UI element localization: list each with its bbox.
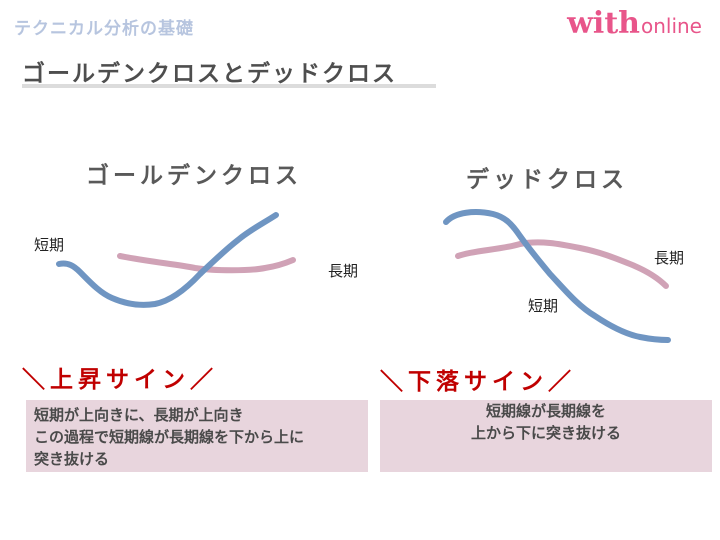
brand-word: with (567, 6, 640, 41)
section-label: テクニカル分析の基礎 (14, 19, 194, 39)
description-line: この過程で短期線が長期線を下から上に (34, 428, 305, 446)
description-line: 突き抜ける (34, 450, 110, 468)
brand-logo: withonline (567, 6, 702, 41)
golden-cross-long-label: 長期 (328, 262, 359, 280)
golden-cross-short-label: 短期 (34, 236, 65, 254)
slide-title: ゴールデンクロスとデッドクロス (22, 61, 397, 87)
golden-cross-long-line (117, 253, 296, 274)
golden-cross-description: 短期が上向きに、長期が上向き この過程で短期線が長期線を下から上に 突き抜ける (26, 400, 368, 472)
description-line: 短期が上向きに、長期が上向き (34, 406, 244, 424)
dead-cross-short-line (443, 209, 671, 343)
description-line: 短期線が長期線を (485, 402, 606, 420)
title-underline (22, 84, 436, 88)
rising-sign-label: ＼上昇サイン／ (22, 367, 218, 393)
dead-cross-long-label: 長期 (654, 249, 685, 267)
brand-suffix: online (640, 14, 702, 38)
golden-cross-heading: ゴールデンクロス (86, 163, 302, 189)
dead-cross-heading: デッドクロス (466, 167, 628, 193)
description-line: 上から下に突き抜ける (470, 424, 621, 442)
golden-cross-short-line (56, 212, 279, 308)
dead-cross-long-line (455, 239, 669, 289)
dead-cross-short-label: 短期 (528, 297, 559, 315)
dead-cross-description: 短期線が長期線を 上から下に突き抜ける (380, 400, 712, 472)
falling-sign-label: ＼下落サイン／ (380, 369, 576, 395)
